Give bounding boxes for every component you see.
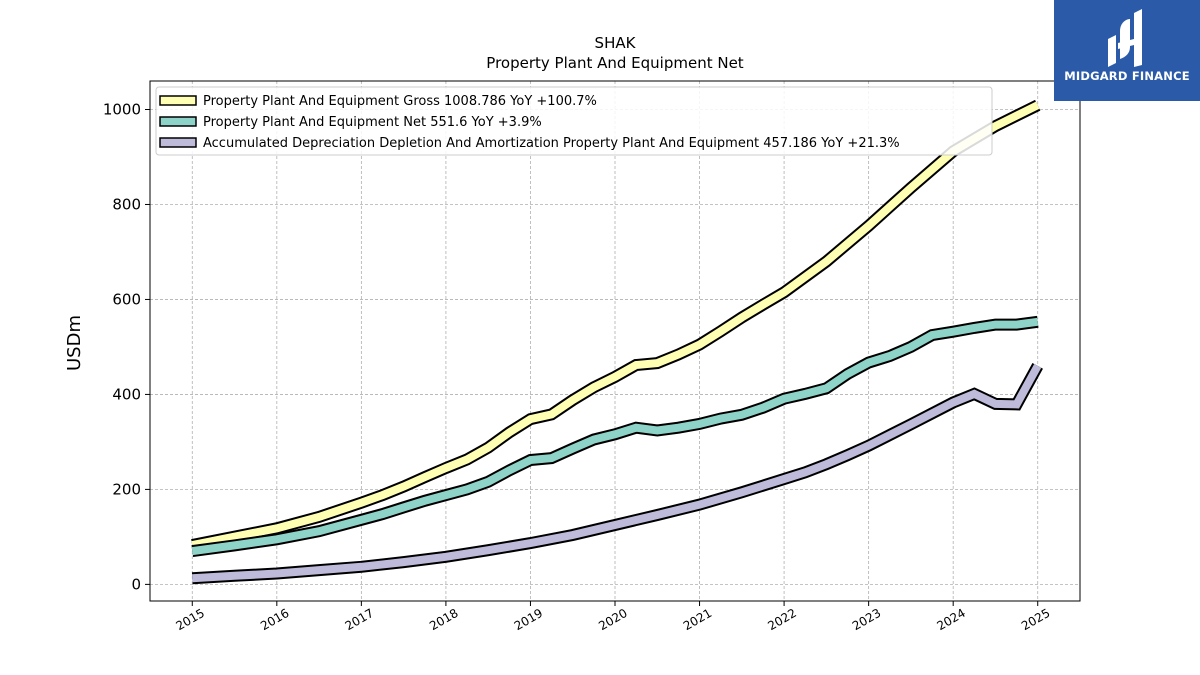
series-2 [191, 315, 1039, 558]
chart-title: SHAK [595, 34, 637, 52]
chart-subtitle: Property Plant And Equipment Net [486, 54, 743, 72]
legend-swatch [159, 116, 197, 127]
y-tick-label: 600 [112, 290, 141, 308]
series-layer [191, 99, 1043, 585]
x-tick-label: 2025 [1019, 606, 1052, 633]
x-tick-label: 2017 [343, 606, 376, 633]
series-1 [191, 99, 1041, 551]
logo-text: MIDGARD FINANCE [1064, 69, 1190, 83]
y-tick-label: 200 [112, 480, 141, 498]
x-tick-label: 2021 [681, 606, 714, 633]
x-tick-label: 2016 [258, 606, 291, 633]
legend-label: Property Plant And Equipment Net 551.6 Y… [203, 115, 542, 130]
y-axis-label: USDm [64, 315, 85, 371]
y-tick-label: 0 [131, 575, 141, 593]
legend-swatch [159, 137, 197, 148]
series-3 [191, 363, 1043, 585]
x-tick-label: 2018 [427, 606, 460, 633]
series-line [191, 101, 1040, 549]
series-line [192, 363, 1042, 583]
axes-ticks: 2015 2016 2017 2018 2019 2020 2021 2022 2023 2024… [103, 100, 1053, 633]
x-tick-label: 2024 [934, 606, 967, 633]
y-tick-label: 1000 [103, 100, 141, 118]
x-tick-label: 2020 [596, 606, 629, 633]
x-tick-label: 2019 [512, 606, 545, 633]
series-line [191, 317, 1039, 556]
y-tick-label: 400 [112, 385, 141, 403]
midgard-finance-logo: MIDGARD FINANCE [1054, 0, 1200, 101]
legend-box [155, 86, 993, 156]
x-tick-label: 2023 [850, 606, 883, 633]
x-tick-label: 2022 [765, 606, 798, 633]
legend-label: Property Plant And Equipment Gross 1008.… [203, 94, 597, 109]
logo-mark-icon [1108, 9, 1142, 67]
x-tick-label: 2015 [174, 606, 207, 633]
y-tick-label: 800 [112, 195, 141, 213]
legend: Property Plant And Equipment Gross 1008.… [155, 86, 993, 156]
legend-label: Accumulated Depreciation Depletion And A… [203, 136, 900, 151]
legend-swatch [159, 95, 197, 106]
